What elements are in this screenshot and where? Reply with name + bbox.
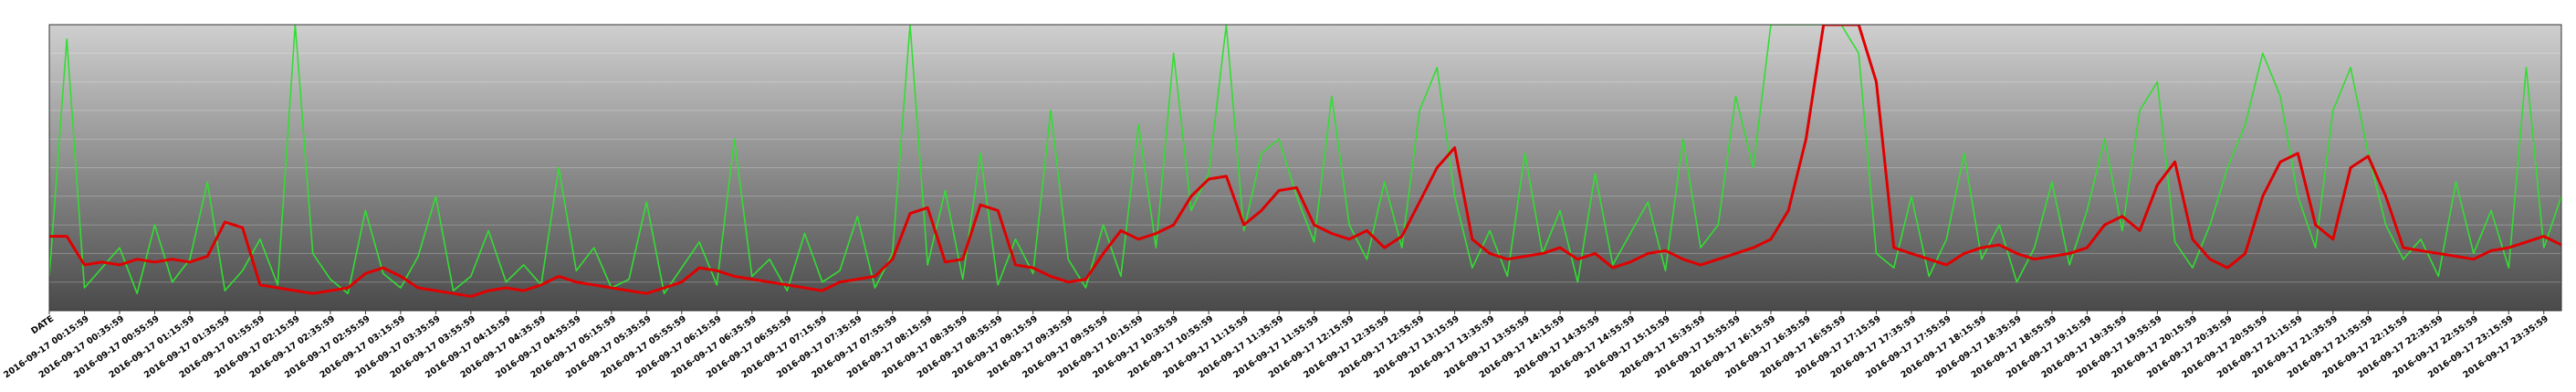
series-line (49, 25, 2561, 294)
plot-background (49, 25, 2561, 311)
series-group (49, 25, 2561, 298)
plot-border (48, 24, 2562, 312)
series-line (49, 25, 2561, 298)
x-tick-label: DATE (29, 313, 56, 336)
